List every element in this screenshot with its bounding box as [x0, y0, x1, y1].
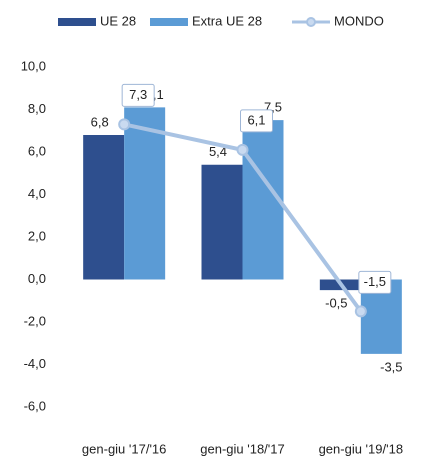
data-label: 5,4	[209, 144, 227, 159]
data-label: 7,3	[129, 87, 147, 102]
y-tick-label: 2,0	[28, 228, 46, 243]
label-box	[240, 109, 273, 133]
legend-label: MONDO	[334, 13, 384, 28]
x-tick-label: gen-giu '19/'18	[319, 441, 403, 456]
y-tick-label: 10,0	[21, 58, 46, 73]
data-label: 6,8	[91, 114, 109, 129]
marker	[236, 143, 249, 156]
y-tick-label: -6,0	[24, 398, 46, 413]
y-tick-label: -4,0	[24, 356, 46, 371]
data-label-box: 6,1	[240, 109, 273, 133]
data-label-box: 7,3	[121, 83, 155, 107]
y-tick-label: 0,0	[28, 271, 46, 286]
data-label-box: -1,5	[358, 270, 392, 294]
legend-label: Extra UE 28	[192, 13, 262, 28]
legend-swatch	[150, 18, 188, 26]
bar	[201, 164, 243, 280]
label-box	[121, 83, 155, 107]
legend-swatch	[58, 18, 96, 26]
legend-label: UE 28	[100, 13, 136, 28]
y-tick-label: -2,0	[24, 313, 46, 328]
y-tick-label: 8,0	[28, 101, 46, 116]
data-label: -1,5	[364, 274, 386, 289]
data-label: -3,5	[380, 359, 402, 374]
label-box	[358, 270, 392, 294]
y-tick-label: 6,0	[28, 143, 46, 158]
marker	[118, 118, 131, 131]
x-tick-label: gen-giu '18/'17	[200, 441, 284, 456]
marker	[354, 305, 367, 318]
bar	[124, 107, 166, 280]
legend-marker	[306, 17, 316, 27]
data-label: -0,5	[325, 296, 347, 311]
data-label: 6,1	[247, 112, 265, 127]
y-tick-label: 4,0	[28, 186, 46, 201]
bar	[83, 135, 125, 280]
x-tick-label: gen-giu '17/'16	[82, 441, 166, 456]
